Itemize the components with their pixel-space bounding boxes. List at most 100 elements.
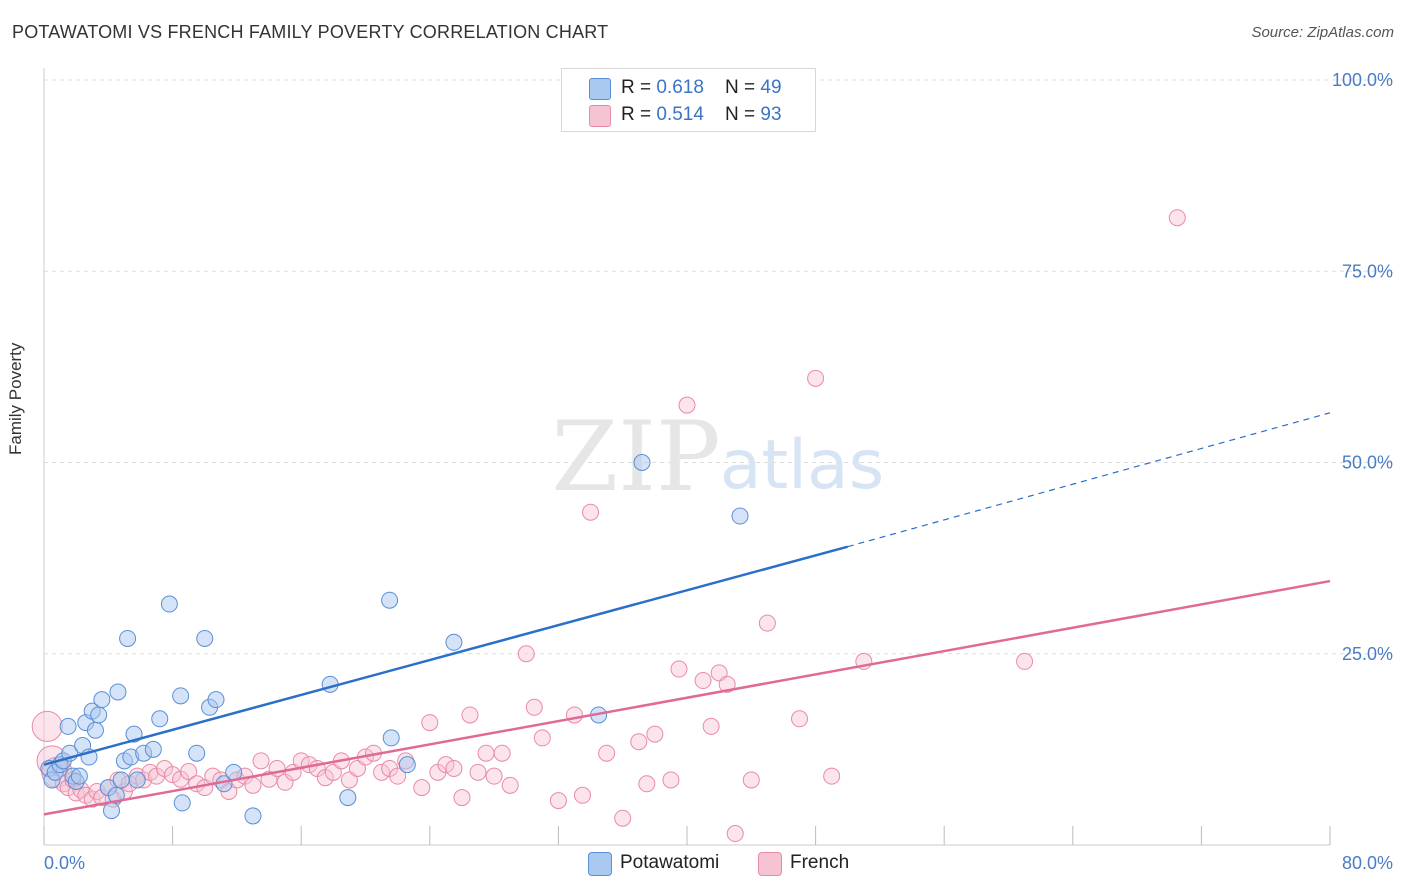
- n-label: N =: [725, 77, 761, 98]
- french-trend-line: [43, 579, 1331, 816]
- french-point: [1016, 652, 1034, 670]
- potawatomi-point: [90, 706, 108, 724]
- potawatomi-point: [207, 691, 225, 709]
- french-point: [501, 776, 519, 794]
- french-point: [614, 809, 632, 827]
- french-point: [517, 645, 535, 663]
- y-tick-label: 50.0%: [1342, 453, 1393, 473]
- potawatomi-point: [196, 629, 214, 647]
- x-tick-label: 80.0%: [1342, 853, 1393, 873]
- potawatomi-point: [119, 629, 137, 647]
- potawatomi-point: [445, 633, 463, 651]
- potawatomi-point: [382, 729, 400, 747]
- potawatomi-swatch: [588, 852, 612, 876]
- french-point: [549, 792, 567, 810]
- french-point: [493, 744, 511, 762]
- french-point: [1168, 209, 1186, 227]
- french-point: [823, 767, 841, 785]
- french-point: [598, 744, 616, 762]
- potawatomi-point: [160, 595, 178, 613]
- potawatomi-point: [59, 717, 77, 735]
- y-tick-label: 25.0%: [1342, 644, 1393, 664]
- french-point: [678, 396, 696, 414]
- potawatomi-point: [339, 789, 357, 807]
- potawatomi-point: [107, 786, 125, 804]
- legend-label: Potawatomi: [620, 852, 720, 873]
- french-point: [630, 733, 648, 751]
- potawatomi-point: [86, 721, 104, 739]
- potawatomi-point: [144, 740, 162, 758]
- french-point: [180, 763, 198, 781]
- french-point: [437, 756, 455, 774]
- french-point: [389, 767, 407, 785]
- legend-label: French: [790, 852, 850, 873]
- y-tick-label: 75.0%: [1342, 261, 1393, 281]
- french-point: [533, 729, 551, 747]
- potawatomi-point: [381, 591, 399, 609]
- french-point: [807, 369, 825, 387]
- french-point: [646, 725, 664, 743]
- french-swatch: [589, 105, 611, 127]
- french-point: [565, 706, 583, 724]
- french-point: [461, 706, 479, 724]
- potawatomi-point: [112, 771, 130, 789]
- french-point: [662, 771, 680, 789]
- r-value: 0.618: [656, 77, 704, 98]
- r-label: R =: [621, 77, 657, 98]
- french-point: [582, 503, 600, 521]
- potawatomi-points: [40, 454, 749, 825]
- french-point: [485, 767, 503, 785]
- french-point: [373, 763, 391, 781]
- french-point: [252, 752, 270, 770]
- french-point: [445, 760, 463, 777]
- r-value: 0.514: [656, 104, 704, 125]
- french-point: [742, 771, 760, 789]
- n-value: 93: [760, 104, 782, 125]
- french-point: [413, 779, 431, 797]
- french-point: [670, 660, 688, 678]
- y-tick-label: 100.0%: [1332, 70, 1393, 90]
- potawatomi-point: [398, 756, 416, 774]
- french-points: [31, 209, 1186, 843]
- stats-legend: R = 0.618 N = 49 R = 0.514 N = 93: [561, 68, 816, 132]
- french-point: [525, 698, 543, 716]
- french-point: [477, 744, 495, 762]
- french-point: [244, 776, 262, 794]
- gridlines: [44, 79, 1392, 655]
- potawatomi-point: [128, 771, 146, 789]
- french-point: [469, 763, 487, 781]
- r-label: R =: [621, 104, 657, 125]
- french-point: [421, 714, 439, 732]
- potawatomi-point: [633, 454, 651, 471]
- french-point: [31, 710, 63, 742]
- source-label: Source: ZipAtlas.com: [1251, 24, 1394, 41]
- potawatomi-point: [93, 691, 111, 709]
- potawatomi-swatch: [589, 78, 611, 100]
- french-point: [718, 675, 736, 693]
- n-value: 49: [760, 77, 782, 98]
- potawatomi-point: [244, 807, 262, 825]
- x-tick-label: 0.0%: [44, 853, 85, 873]
- potawatomi-point: [70, 767, 88, 785]
- potawatomi-point: [109, 683, 127, 701]
- potawatomi-trend-line: [43, 545, 849, 766]
- potawatomi-point: [172, 687, 190, 705]
- french-point: [791, 710, 809, 728]
- french-point: [574, 786, 592, 804]
- chart-title: POTAWATOMI VS FRENCH FAMILY POVERTY CORR…: [12, 22, 609, 42]
- french-point: [726, 825, 744, 843]
- potawatomi-point: [188, 744, 206, 762]
- potawatomi-point: [103, 802, 121, 820]
- french-point: [164, 766, 182, 784]
- potawatomi-trend-extension: [847, 412, 1331, 548]
- french-point: [453, 789, 471, 807]
- watermark-atlas: atlas: [720, 426, 884, 505]
- potawatomi-point: [731, 507, 749, 525]
- tick-labels: 25.0% 50.0% 75.0% 100.0% 0.0% 80.0%: [44, 70, 1393, 873]
- potawatomi-point: [151, 710, 169, 728]
- potawatomi-point: [173, 794, 191, 812]
- n-label: N =: [725, 104, 761, 125]
- french-point: [702, 717, 720, 735]
- french-swatch: [758, 852, 782, 876]
